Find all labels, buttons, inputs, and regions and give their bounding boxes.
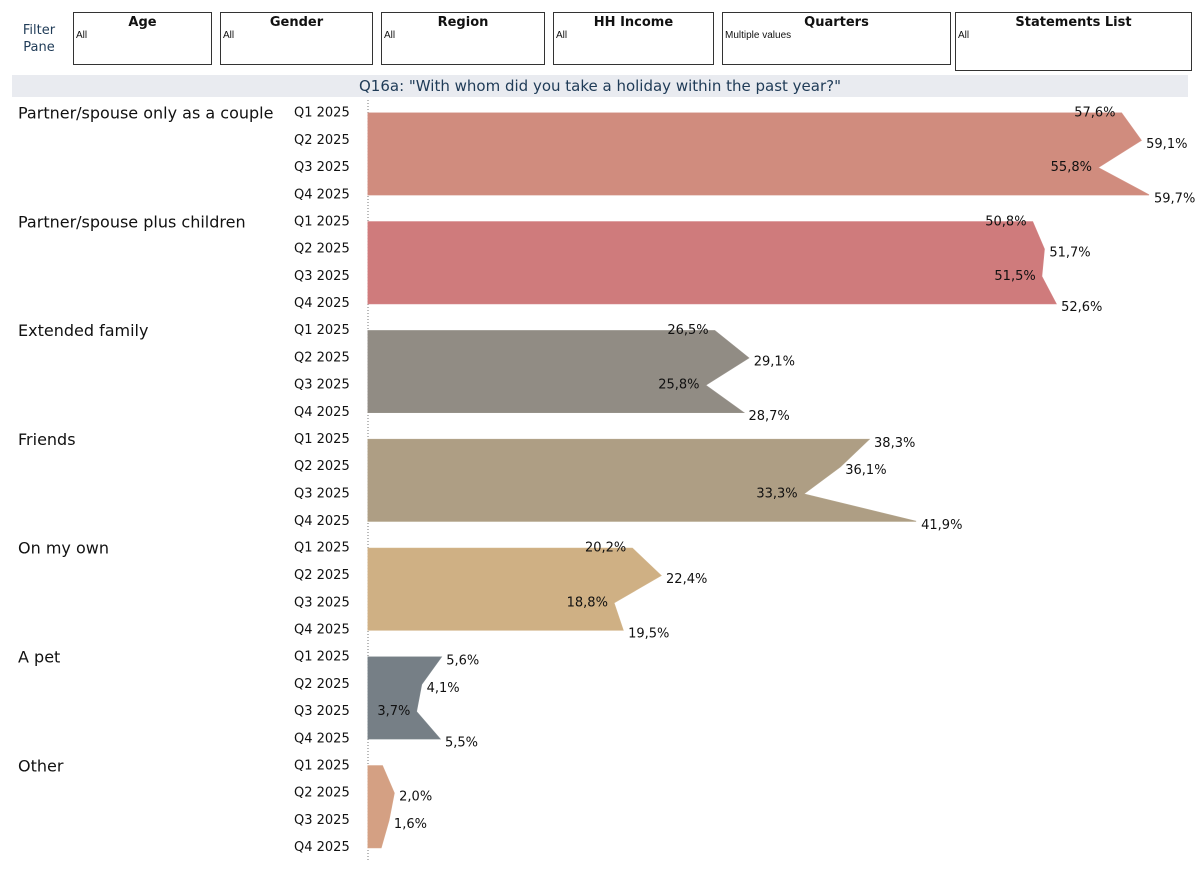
quarter-label: Q2 2025 [294, 677, 350, 692]
value-label: 29,1% [754, 354, 795, 369]
filter-dropdown[interactable]: Statements List All [955, 12, 1192, 71]
value-label: 25,8% [658, 378, 699, 393]
value-label: 55,8% [1051, 160, 1092, 175]
quarter-label: Q4 2025 [294, 514, 350, 529]
filter-title: Age [128, 15, 157, 30]
value-label: 38,3% [874, 436, 915, 451]
value-label: 19,5% [628, 627, 669, 642]
area [367, 330, 750, 413]
value-label: 18,8% [567, 595, 608, 610]
value-label: 22,4% [666, 572, 707, 587]
filter-dropdown[interactable]: HH Income All [553, 12, 714, 65]
value-label: 51,7% [1049, 246, 1090, 261]
filter-value: All [223, 30, 235, 41]
row-label: Friends [18, 430, 76, 449]
quarter-label: Q1 2025 [294, 541, 350, 556]
filter-dropdown[interactable]: Gender All [220, 12, 373, 65]
area [367, 765, 395, 849]
quarter-label: Q3 2025 [294, 160, 350, 175]
filter-pane-label: Filter Pane [22, 23, 56, 55]
quarter-label: Q3 2025 [294, 487, 350, 502]
value-label: 51,5% [994, 269, 1035, 284]
quarter-label: Q2 2025 [294, 242, 350, 257]
quarter-label: Q1 2025 [294, 650, 350, 665]
filter-value: All [384, 30, 396, 41]
value-label: 28,7% [748, 409, 789, 424]
quarter-label: Q3 2025 [294, 813, 350, 828]
filter-dropdown[interactable]: Quarters Multiple values [722, 12, 951, 65]
quarter-label: Q1 2025 [294, 106, 350, 121]
filter-title: Quarters [804, 15, 869, 30]
value-label: 20,2% [585, 541, 626, 556]
row-label: Other [18, 756, 64, 775]
value-label: 1,6% [394, 817, 427, 832]
value-label: 41,9% [921, 518, 962, 533]
value-label: 59,7% [1154, 191, 1195, 206]
value-label: 26,5% [667, 323, 708, 338]
row-label: On my own [18, 539, 109, 558]
filter-title: Statements List [1015, 15, 1132, 30]
filter-title: Region [437, 15, 489, 30]
filter-dropdown[interactable]: Age All [73, 12, 212, 65]
value-label: 33,3% [756, 487, 797, 502]
value-label: 50,8% [985, 214, 1026, 229]
filter-value: All [76, 30, 88, 41]
area [367, 112, 1150, 196]
quarter-label: Q2 2025 [294, 568, 350, 583]
area [367, 656, 443, 740]
value-label: 5,5% [445, 735, 478, 750]
value-label: 57,6% [1074, 106, 1115, 121]
area [367, 438, 917, 522]
filter-title: HH Income [593, 15, 674, 30]
quarter-label: Q1 2025 [294, 214, 350, 229]
area [367, 547, 662, 631]
filter-value: All [556, 30, 568, 41]
quarter-label: Q2 2025 [294, 350, 350, 365]
quarter-label: Q3 2025 [294, 378, 350, 393]
quarter-label: Q4 2025 [294, 296, 350, 311]
quarter-label: Q4 2025 [294, 623, 350, 638]
quarter-label: Q1 2025 [294, 432, 350, 447]
quarter-label: Q1 2025 [294, 758, 350, 773]
quarter-label: Q3 2025 [294, 704, 350, 719]
filter-value: Multiple values [725, 30, 792, 41]
value-label: 52,6% [1061, 300, 1102, 315]
row-label: A pet [18, 648, 60, 667]
quarter-label: Q4 2025 [294, 187, 350, 202]
filter-value: All [958, 30, 970, 41]
quarter-label: Q4 2025 [294, 405, 350, 420]
quarter-label: Q2 2025 [294, 459, 350, 474]
value-label: 3,7% [377, 704, 410, 719]
filter-dropdown[interactable]: Region All [381, 12, 545, 65]
value-label: 2,0% [399, 790, 432, 805]
row-label: Partner/spouse plus children [18, 212, 246, 231]
value-label: 4,1% [427, 681, 460, 696]
filter-bar: Filter Pane Age All Gender All Region All HH I… [0, 0, 1199, 72]
filter-title: Gender [269, 15, 324, 30]
quarter-label: Q3 2025 [294, 269, 350, 284]
quarter-label: Q4 2025 [294, 840, 350, 855]
quarter-label: Q2 2025 [294, 133, 350, 148]
area [367, 221, 1057, 305]
row-label: Extended family [18, 321, 148, 340]
chart-title: Q16a: "With whom did you take a holiday … [12, 75, 1188, 97]
quarter-label: Q3 2025 [294, 595, 350, 610]
value-label: 36,1% [845, 463, 886, 478]
row-label: Partner/spouse only as a couple [18, 104, 273, 123]
value-label: 5,6% [446, 654, 479, 669]
quarter-label: Q4 2025 [294, 731, 350, 746]
value-label: 59,1% [1146, 137, 1187, 152]
quarter-label: Q2 2025 [294, 786, 350, 801]
quarter-label: Q1 2025 [294, 323, 350, 338]
